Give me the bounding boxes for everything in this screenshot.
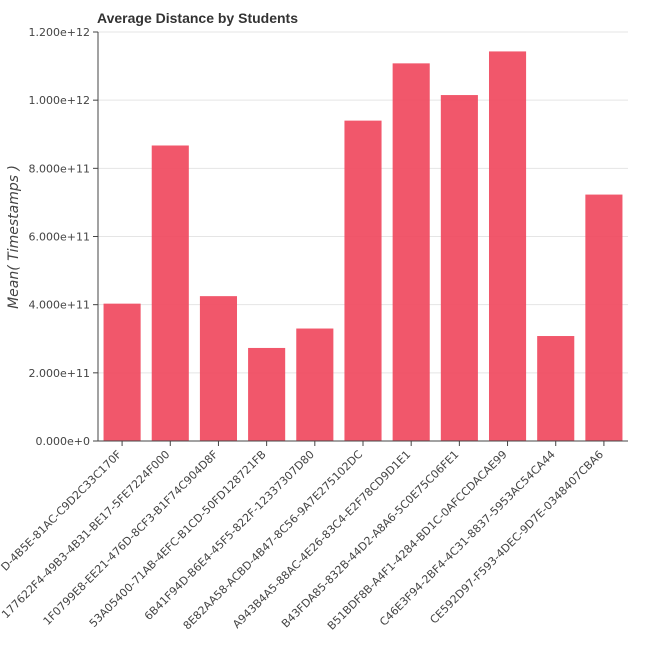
y-tick-label: 4.000e+11 [29,299,90,312]
bar [392,63,430,442]
x-tick-label: B43FDA85-832B-44D2-A8A6-5C0E75C06FE1 [279,448,461,630]
x-tick-label: 53A05400-71AB-4EFC-B1CD-50FD128721FB [87,448,269,630]
bars [103,51,623,442]
axes [93,31,628,446]
x-tick-label: 6B41F94D-B6E4-45F5-822F-12337307D80 [142,448,317,623]
y-tick-label: 0.000e+0 [36,435,90,448]
bar [151,145,189,441]
x-tick-label: CE592D97-F593-4DEC-9D7E-0348407CBA6 [427,448,606,627]
bar [488,51,527,442]
x-tick-label: B51BDF8B-A4F1-4284-BD1C-0AFCCDACAE99 [325,448,510,633]
y-tick-label: 2.000e+11 [29,367,90,380]
bar [199,296,238,441]
x-tick-label: 8E82AA58-ACBD-4B47-8C56-9A7E275102DC [181,448,366,633]
y-tick-label: 6.000e+11 [29,231,90,244]
x-tick-labels: D-4B5E-81AC-C9D2C33C170F177622F4-49B3-4B… [0,448,606,633]
y-tick-label: 8.000e+11 [29,162,90,175]
chart-title: Average Distance by Students [97,10,298,26]
bar [585,194,623,441]
bar [440,95,478,441]
bar [296,328,334,441]
bar [537,336,575,441]
x-tick-label: C46E3F94-2BF4-4C31-8837-5953AC54CA44 [377,448,558,629]
x-tick-label: 1F0799E8-EE21-476D-8CF3-B1F74C904D8F [41,448,221,628]
x-tick-label: 177622F4-49B3-4B31-BE17-5FE7224F000 [0,448,172,621]
bar [344,120,382,441]
y-tick-label: 1.000e+12 [29,94,90,107]
y-tick-labels: 0.000e+0 2.000e+11 4.000e+11 6.000e+11 8.000… [29,26,90,448]
y-axis-label: Mean( Timestamps ) [6,165,22,309]
y-tick-label: 1.200e+12 [29,26,90,39]
bar [248,347,286,441]
x-tick-label: A943B4A5-88AC-4E26-83C4-E2F78CD9D1E1 [230,448,413,631]
bar [103,303,141,441]
